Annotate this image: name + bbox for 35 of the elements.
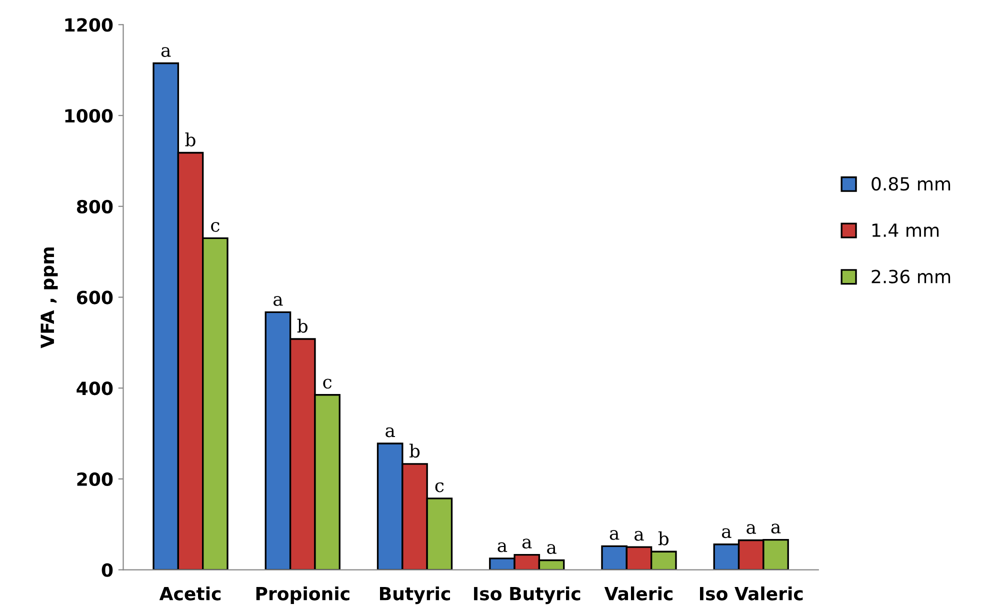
data-label: a <box>522 538 532 549</box>
x-tick-label: Iso Butyric <box>474 586 580 604</box>
y-tick-label: 1200 <box>65 18 113 32</box>
data-label: b <box>658 531 669 546</box>
x-tick-label: Iso Valeric <box>700 586 803 600</box>
data-label: c <box>323 378 332 389</box>
data-label: a <box>722 528 732 538</box>
data-label: b <box>409 444 420 458</box>
data-label: a <box>771 524 781 534</box>
data-label: c <box>435 482 444 492</box>
data-label: a <box>634 530 644 541</box>
data-label: a <box>746 524 756 534</box>
y-tick-label: 400 <box>76 382 113 396</box>
data-label: b <box>185 132 196 146</box>
data-label: b <box>297 318 308 333</box>
y-axis-title: VFA , ppm <box>40 247 58 348</box>
data-label: a <box>161 47 171 57</box>
y-tick-label: 1000 <box>65 108 113 123</box>
data-label: a <box>610 530 620 540</box>
x-tick-label: Acetic <box>159 586 221 600</box>
y-tick-label: 600 <box>76 290 113 304</box>
legend-label: 1.4 mm <box>872 224 939 237</box>
data-label: a <box>386 427 395 438</box>
legend-label: 2.36 mm <box>872 270 950 284</box>
legend-label: 0.85 mm <box>872 177 950 191</box>
data-label: a <box>273 296 283 306</box>
x-tick-label: Valeric <box>604 586 672 600</box>
x-tick-label: Propionic <box>256 586 350 604</box>
data-label: a <box>498 542 508 552</box>
y-tick-label: 200 <box>77 472 113 486</box>
y-tick-label: 0 <box>102 563 113 577</box>
y-tick-label: 800 <box>76 200 113 214</box>
data-label: a <box>547 544 556 554</box>
data-label: c <box>211 222 220 232</box>
x-tick-label: Butyric <box>380 586 450 604</box>
